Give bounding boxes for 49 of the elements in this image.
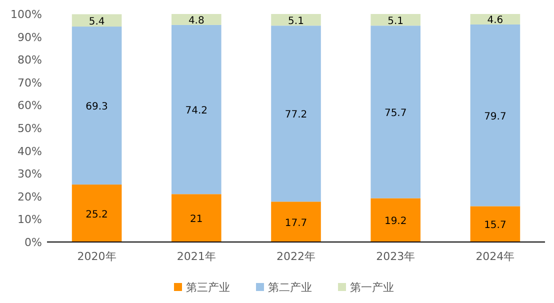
y-tick-label: 70% — [18, 76, 42, 90]
data-label: 79.7 — [484, 111, 506, 122]
bar — [72, 184, 122, 242]
data-label: 25.2 — [86, 209, 108, 220]
y-tick-label: 60% — [18, 99, 42, 112]
y-tick-label: 90% — [18, 30, 42, 44]
bar — [470, 24, 520, 206]
bar — [470, 206, 520, 242]
bar — [271, 26, 321, 202]
bar — [72, 14, 122, 27]
x-tick-label: 2022年 — [276, 250, 316, 263]
x-tick-label: 2020年 — [77, 250, 116, 263]
x-tick-label: 2021年 — [176, 250, 216, 263]
data-label: 77.2 — [284, 110, 308, 121]
bar — [172, 24, 222, 194]
data-label: 4.8 — [188, 15, 204, 26]
data-label: 17.7 — [284, 218, 308, 229]
data-label: 69.3 — [86, 102, 108, 113]
x-tick-label: 2024年 — [476, 250, 515, 263]
legend-label: 第一产业 — [350, 281, 394, 294]
y-tick-label: 10% — [18, 213, 42, 226]
data-label: 21 — [190, 214, 203, 226]
bar — [172, 14, 222, 25]
y-tick-label: 20% — [18, 190, 42, 204]
y-tick-label: 80% — [18, 54, 42, 67]
y-tick-label: 50% — [18, 122, 42, 135]
bar — [72, 26, 122, 185]
bar — [370, 14, 420, 26]
bar — [271, 202, 321, 242]
y-tick-label: 0% — [24, 236, 42, 249]
bar — [370, 26, 420, 198]
x-tick-label: 2023年 — [376, 250, 416, 263]
y-tick-label: 40% — [18, 144, 42, 158]
legend-label: 第三产业 — [186, 281, 230, 294]
data-label: 5.4 — [88, 16, 105, 28]
data-label: 74.2 — [185, 106, 208, 117]
data-label: 5.1 — [288, 16, 304, 27]
data-label: 15.7 — [484, 220, 506, 232]
bar — [370, 198, 420, 242]
data-label: 75.7 — [384, 108, 407, 119]
bar — [172, 194, 222, 242]
legend-label: 第二产业 — [268, 281, 312, 294]
y-tick-label: 100% — [10, 8, 42, 21]
data-label: 19.2 — [384, 216, 407, 228]
bar — [271, 14, 321, 26]
bar — [470, 14, 520, 24]
data-label: 5.1 — [388, 16, 404, 27]
data-label: 4.6 — [487, 15, 504, 26]
y-tick-label: 30% — [18, 168, 42, 181]
